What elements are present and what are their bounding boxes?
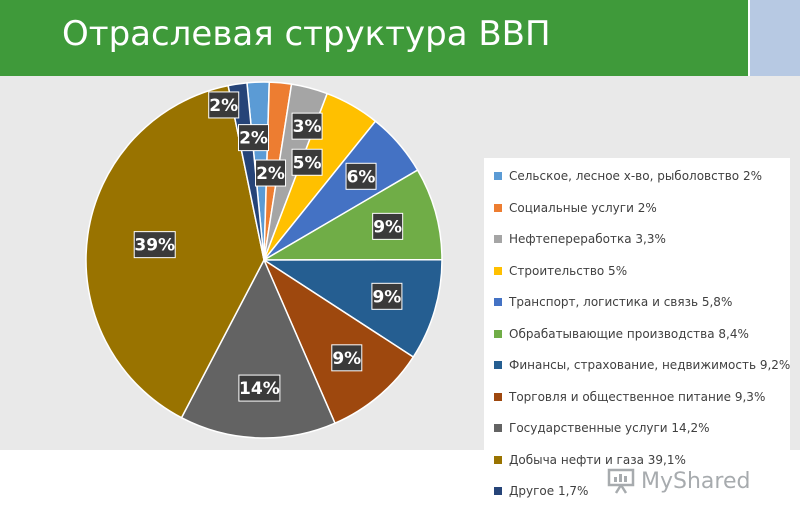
slice-data-label: 6% [345, 162, 377, 190]
slice-label-text: 39% [134, 236, 175, 256]
slice-label-text: 5% [293, 153, 322, 173]
legend-label: Сельское, лесное х-во, рыболовство 2% [509, 169, 762, 183]
legend-item: Государственные услуги 14,2% [494, 418, 710, 438]
slice-label-text: 9% [332, 349, 361, 369]
legend-label: Финансы, страхование, недвижимость 9,2% [509, 358, 791, 372]
legend-swatch [494, 424, 502, 432]
slice-label-background [208, 91, 240, 119]
legend-item: Сельское, лесное х-во, рыболовство 2% [494, 166, 762, 186]
slice-data-label: 9% [371, 282, 403, 310]
legend-item: Обрабатывающие производства 8,4% [494, 324, 749, 344]
slice-label-text: 14% [239, 379, 280, 399]
legend-label: Строительство 5% [509, 263, 628, 278]
slice-label-text: 2% [239, 129, 268, 149]
title-bar: Отраслевая структура ВВП [0, 0, 750, 76]
slice-label-text: 2% [209, 96, 238, 116]
legend-label: Обрабатывающие производства 8,4% [509, 326, 749, 341]
slice-data-label: 39% [133, 231, 176, 259]
watermark: MyShared [606, 464, 750, 498]
legend-label: Другое 1,7% [509, 484, 589, 498]
legend-item: Строительство 5% [494, 261, 627, 281]
slice-label-text: 6% [347, 167, 376, 187]
chart-area: 2% 2% 3% 5% 6% 9% 9% 9% 14% 39% 2% Сельское, лесно… [0, 76, 800, 508]
slice-data-label: 2% [255, 159, 287, 187]
pie-slice [180, 258, 336, 439]
legend: Сельское, лесное х-во, рыболовство 2% Соц… [484, 158, 790, 508]
watermark-text: MyShared [641, 468, 751, 494]
legend-item: Транспорт, логистика и связь 5,8% [494, 292, 732, 312]
slice-data-label: 9% [331, 344, 363, 372]
slice-label-background [238, 124, 270, 152]
slice-label-background [331, 344, 363, 372]
legend-item: Социальные услуги 2% [494, 198, 657, 218]
legend-swatch [494, 392, 502, 401]
legend-swatch [494, 172, 502, 180]
slice-data-label: 2% [208, 91, 240, 119]
legend-label: Нефтепереработка 3,3% [509, 232, 666, 246]
presentation-board-icon [607, 468, 635, 494]
pie-slice [227, 82, 265, 261]
slice-data-label: 5% [291, 148, 323, 176]
legend-item: Торговля и общественное питание 9,3% [494, 387, 765, 407]
slice-label-text: 3% [293, 117, 322, 137]
legend-swatch [494, 329, 502, 338]
legend-label: Государственные услуги 14,2% [509, 421, 710, 435]
slice-label-text: 9% [372, 287, 401, 307]
slice-data-label: 3% [291, 112, 323, 140]
legend-item: Финансы, страхование, недвижимость 9,2% [494, 355, 790, 375]
legend-item: Нефтепереработка 3,3% [494, 229, 666, 249]
legend-swatch [494, 361, 502, 369]
slice-label-background [371, 282, 403, 310]
slice-label-background [291, 112, 323, 140]
slice-data-label: 2% [238, 124, 270, 152]
legend-swatch [494, 235, 502, 243]
slice-label-background [255, 159, 287, 187]
slice-label-text: 9% [373, 217, 402, 237]
legend-swatch [494, 203, 502, 212]
slice-data-label: 14% [238, 374, 281, 402]
slice-label-background [345, 162, 377, 190]
legend-item: Другое 1,7% [494, 481, 588, 501]
slice-label-background [372, 212, 404, 240]
slice-label-background [291, 148, 323, 176]
slice-data-label: 9% [372, 212, 404, 240]
header-accent-block [750, 0, 800, 76]
pie-slice [262, 258, 415, 425]
legend-swatch [494, 455, 502, 464]
legend-label: Социальные услуги 2% [509, 200, 657, 215]
slice-label-background [238, 374, 281, 402]
slide-title: Отраслевая структура ВВП [62, 14, 551, 54]
legend-label: Транспорт, логистика и связь 5,8% [509, 295, 733, 309]
slice-label-text: 2% [256, 164, 285, 184]
slice-label-background [133, 231, 176, 259]
legend-swatch [494, 298, 502, 306]
legend-label: Торговля и общественное питание 9,3% [509, 389, 766, 404]
pie-chart: 2%2%3%5%6%9%9%9%14%39%2% [85, 81, 443, 439]
legend-swatch [494, 487, 502, 495]
legend-swatch [494, 266, 502, 275]
